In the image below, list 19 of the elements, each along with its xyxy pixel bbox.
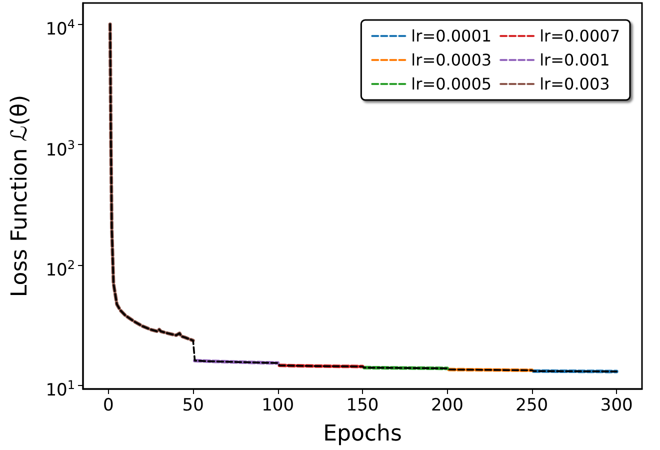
x-tick-label: 100 (262, 396, 294, 416)
x-tick-label: 150 (346, 396, 379, 416)
y-tick-label: 10$^{2}$ (46, 256, 75, 282)
legend-label: lr=0.001 (540, 50, 610, 70)
legend-label: lr=0.0003 (411, 50, 492, 70)
x-axis-title: Epochs (323, 422, 402, 446)
legend-label: lr=0.0007 (540, 26, 620, 46)
legend-label: lr=0.0001 (411, 26, 492, 46)
x-tick-label: 0 (102, 396, 114, 416)
y-tick-label: 10$^{4}$ (46, 16, 75, 41)
x-tick-label: 50 (182, 396, 204, 416)
y-tick-label: 10$^{1}$ (46, 377, 75, 402)
x-tick-label: 300 (600, 396, 633, 416)
legend-label: lr=0.0005 (411, 74, 492, 94)
legend-label: lr=0.003 (540, 74, 610, 94)
x-tick-label: 250 (516, 396, 548, 416)
x-tick-label: 200 (430, 396, 464, 416)
y-axis-title: Loss Function ℒ(θ) (8, 94, 32, 298)
y-tick-label: 10$^{3}$ (46, 136, 75, 162)
